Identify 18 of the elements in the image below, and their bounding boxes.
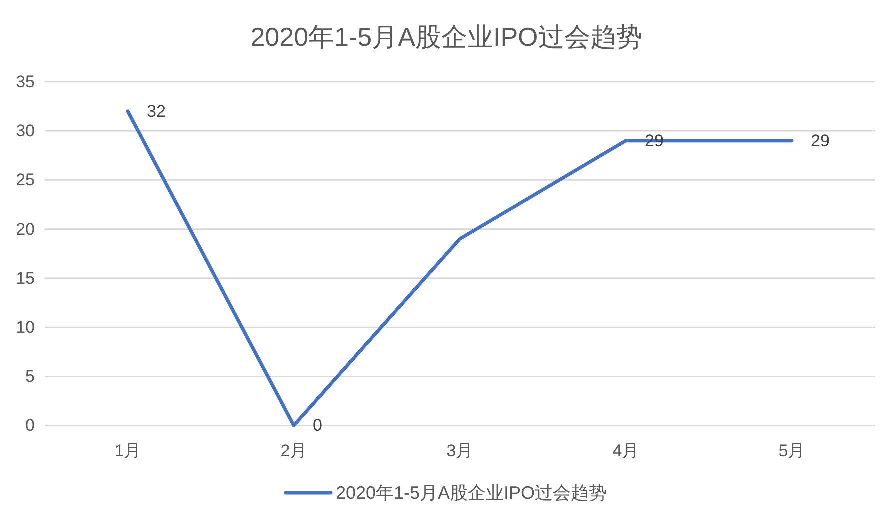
- xtick: 4月: [612, 442, 640, 460]
- ytick: 30: [16, 122, 35, 141]
- data-label: 32: [147, 102, 166, 121]
- xtick: 5月: [778, 442, 806, 460]
- xtick: 1月: [114, 442, 142, 460]
- ytick: 25: [16, 170, 35, 190]
- legend-label: 2020年1-5月A股企业IPO过会趋势: [336, 483, 608, 503]
- xtick: 3月: [446, 442, 474, 460]
- ytick: 15: [16, 268, 35, 288]
- ytick: 5: [26, 367, 35, 386]
- data-label: 29: [811, 131, 830, 150]
- data-label: 0: [313, 416, 322, 436]
- title: 2020年1-5月A股企业IPO过会趋势: [250, 22, 642, 52]
- ytick: 0: [26, 416, 35, 436]
- ytick: 20: [16, 220, 35, 239]
- ytick: 35: [16, 72, 35, 92]
- xtick: 2月: [280, 442, 308, 460]
- ytick: 10: [16, 318, 35, 337]
